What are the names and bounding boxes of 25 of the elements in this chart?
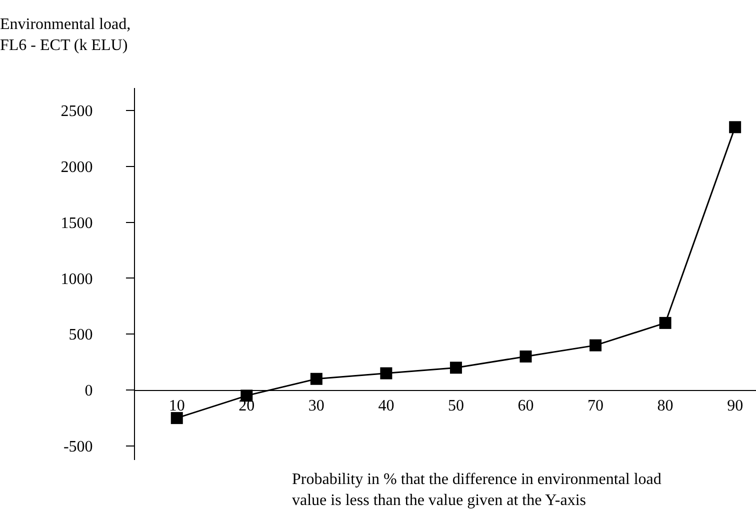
point [590,339,602,352]
y-tick-label: -500 [63,438,93,456]
point [729,121,742,134]
point [659,316,672,329]
y-axis-title: Environmental load, FL6 - ECT (k ELU) [0,16,131,54]
x-tick-label: 60 [518,397,534,414]
y-tick-label: 1500 [60,214,93,232]
x-tick-label: 40 [378,397,394,414]
point [310,372,322,385]
y-tick-label: 2000 [60,158,93,176]
x-axis-title: Probability in % that the difference in environmental load value is less than the value given at the Y-axis [292,471,662,509]
y-tick-label: 1000 [60,270,93,288]
x-tick-label: 70 [588,397,604,414]
point [170,412,183,424]
x-tick-label: 80 [657,397,674,414]
y-tick-label: 500 [68,326,93,344]
x-tick-label: 10 [168,397,185,414]
y-tick-label: 0 [84,382,93,400]
x-tick-label: 90 [727,397,744,414]
point [450,362,462,374]
x-tick-label: 30 [308,397,324,414]
point [520,350,532,363]
y-tick-label: 2500 [60,102,93,120]
point [380,367,392,380]
x-tick-label: 50 [448,397,464,414]
